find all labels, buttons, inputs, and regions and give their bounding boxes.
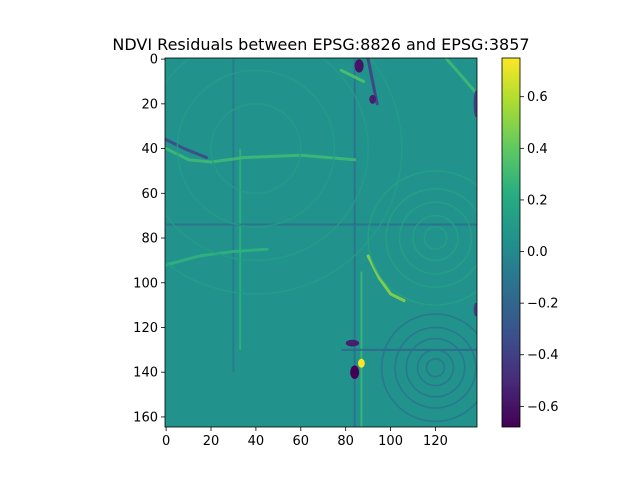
y-tick-label: 40 [141, 142, 158, 157]
heatmap-blob [473, 302, 477, 317]
y-tick-label: 160 [133, 410, 158, 425]
heatmap-ring [367, 170, 477, 306]
heatmap-plot [164, 57, 478, 428]
heatmap-ring [380, 313, 477, 423]
heatmap-ring [423, 226, 448, 251]
heatmap-ring [394, 326, 477, 409]
y-tick-label: 140 [133, 366, 158, 381]
x-tick-label: 0 [162, 434, 170, 449]
heatmap-background [165, 58, 477, 427]
colorbar-tick-label: 0.6 [527, 90, 548, 105]
heatmap-feature [445, 58, 477, 95]
x-tick-label: 40 [248, 434, 265, 449]
x-tick-label: 60 [293, 434, 310, 449]
heatmap-ring [210, 103, 302, 195]
heatmap-blob [473, 90, 477, 118]
heatmap-feature [165, 147, 357, 164]
y-axis: 0 20 40 60 80 100 120 140 160 [133, 53, 165, 425]
y-tick-label: 120 [133, 321, 158, 336]
colorbar-frame [501, 57, 521, 428]
colorbar-tick-label: −0.2 [527, 297, 559, 312]
heatmap-ring [405, 337, 466, 398]
heatmap-feature [366, 58, 379, 106]
colorbar-gradient [502, 58, 520, 427]
heatmap-blob [354, 59, 364, 73]
y-tick-label: 20 [141, 97, 158, 112]
heatmap-ring [425, 357, 446, 378]
x-tick-label: 100 [378, 434, 403, 449]
chart-title: NDVI Residuals between EPSG:8826 and EPS… [112, 35, 529, 54]
heatmap-ring [165, 58, 369, 262]
colorbar-tick-label: −0.4 [527, 348, 559, 363]
colorbar-tick-label: 0.4 [527, 142, 548, 157]
heatmap-ring [385, 188, 477, 289]
heatmap-blob [369, 94, 376, 104]
colorbar-tick-label: 0.2 [527, 193, 548, 208]
y-tick-label: 60 [141, 187, 158, 202]
y-tick-label: 100 [133, 276, 158, 291]
colorbar-tick-label: 0.0 [527, 245, 548, 260]
heatmap-blob [345, 339, 360, 347]
x-tick-label: 80 [337, 434, 354, 449]
x-axis: 0 20 40 60 80 100 120 [162, 427, 448, 449]
heatmap-ring [398, 201, 473, 275]
heatmap-ring [412, 214, 459, 262]
heatmap-feature [339, 68, 366, 83]
plot-frame [164, 57, 478, 428]
heatmap-ring [165, 58, 403, 295]
y-tick-label: 80 [141, 232, 158, 247]
heatmap-ring [176, 69, 336, 228]
colorbar: 0.6 0.4 0.2 0.0 −0.2 −0.4 −0.6 [501, 57, 559, 428]
y-tick-label: 0 [150, 53, 158, 68]
heatmap-ring [416, 349, 455, 387]
heatmap-feature [165, 138, 209, 160]
heatmap-blob [358, 358, 365, 368]
colorbar-tick-label: −0.6 [527, 400, 559, 415]
x-tick-label: 120 [423, 434, 448, 449]
heatmap-blob [350, 365, 360, 379]
x-tick-label: 20 [203, 434, 220, 449]
